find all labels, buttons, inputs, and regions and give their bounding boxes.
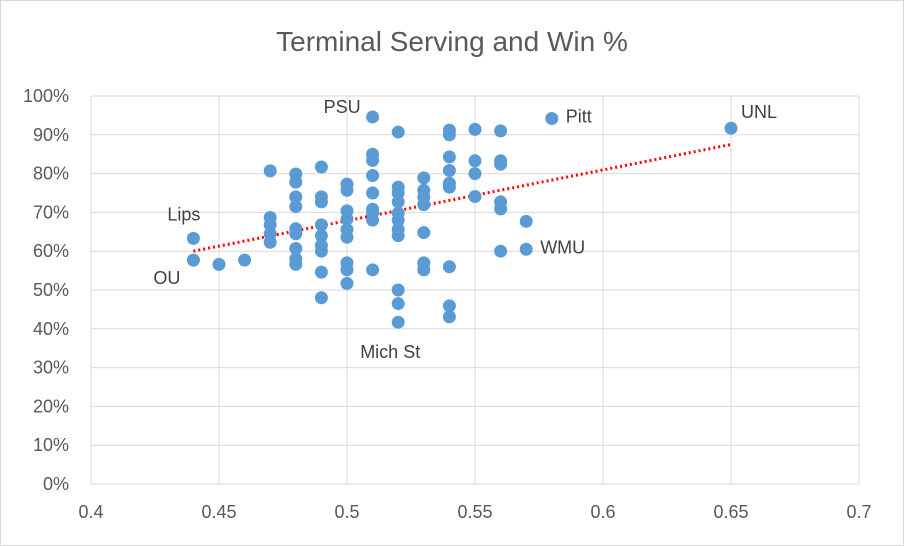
- data-point: [263, 164, 277, 178]
- data-point: [391, 283, 405, 297]
- data-point: [468, 189, 482, 203]
- data-point: [366, 213, 380, 227]
- data-point: [442, 128, 456, 142]
- data-point: [442, 163, 456, 177]
- data-point: [494, 244, 508, 258]
- data-point: [340, 183, 354, 197]
- data-point: [289, 190, 303, 204]
- data-point: [314, 265, 328, 279]
- data-point: [417, 171, 431, 185]
- data-point: [391, 297, 405, 311]
- point-annotation: Mich St: [360, 342, 420, 362]
- data-point: [340, 263, 354, 277]
- data-point: [391, 213, 405, 227]
- data-point: [391, 229, 405, 243]
- data-point: [391, 125, 405, 139]
- data-point: [366, 263, 380, 277]
- data-point: [442, 310, 456, 324]
- data-point: [519, 214, 533, 228]
- gridlines: [90, 95, 860, 485]
- data-point: [314, 195, 328, 209]
- x-tick-label: 0.7: [846, 502, 871, 522]
- data-point: [289, 175, 303, 189]
- y-tick-label: 40%: [33, 319, 69, 339]
- trendline: [193, 143, 732, 253]
- data-point: [494, 157, 508, 171]
- data-point: [289, 227, 303, 241]
- x-tick-label: 0.45: [201, 502, 236, 522]
- point-annotation: Pitt: [566, 107, 592, 127]
- point-annotation: UNL: [741, 102, 777, 122]
- data-point: [263, 218, 277, 232]
- y-tick-label: 100%: [23, 86, 69, 106]
- x-tick-label: 0.55: [457, 502, 492, 522]
- data-point: [366, 153, 380, 167]
- y-tick-label: 20%: [33, 396, 69, 416]
- data-point: [340, 276, 354, 290]
- y-tick-label: 50%: [33, 280, 69, 300]
- trendline-layer: [193, 143, 732, 253]
- data-point: [545, 112, 559, 126]
- data-point: [186, 231, 200, 245]
- data-point: [442, 150, 456, 164]
- data-point: [724, 121, 738, 135]
- point-annotation: PSU: [324, 97, 361, 117]
- x-tick-label: 0.4: [78, 502, 103, 522]
- data-point: [366, 169, 380, 183]
- data-point: [186, 253, 200, 267]
- data-point: [314, 229, 328, 243]
- data-point: [314, 218, 328, 232]
- data-point: [494, 202, 508, 216]
- data-point: [263, 235, 277, 249]
- data-point: [442, 299, 456, 313]
- data-point: [391, 315, 405, 329]
- data-point: [212, 257, 226, 271]
- data-point: [289, 257, 303, 271]
- data-point: [314, 244, 328, 258]
- data-point: [417, 198, 431, 212]
- data-point: [238, 253, 252, 267]
- data-point: [468, 154, 482, 168]
- point-annotation: Lips: [167, 204, 200, 224]
- point-annotation: OU: [153, 268, 180, 288]
- x-tick-label: 0.6: [590, 502, 615, 522]
- data-point: [314, 291, 328, 305]
- y-tick-label: 80%: [33, 164, 69, 184]
- y-tick-label: 70%: [33, 202, 69, 222]
- data-point: [442, 260, 456, 274]
- data-point: [468, 122, 482, 136]
- data-point: [417, 226, 431, 240]
- x-tick-label: 0.65: [713, 502, 748, 522]
- x-tick-label: 0.5: [334, 502, 359, 522]
- point-annotation: WMU: [540, 237, 585, 257]
- y-tick-label: 30%: [33, 358, 69, 378]
- data-point: [366, 110, 380, 124]
- data-points: [186, 110, 738, 329]
- y-tick-label: 90%: [33, 125, 69, 145]
- chart-title: Terminal Serving and Win %: [276, 26, 628, 57]
- data-point: [340, 212, 354, 226]
- data-point: [314, 160, 328, 174]
- data-point: [417, 263, 431, 277]
- y-tick-label: 10%: [33, 435, 69, 455]
- annotations: PSU Pitt UNL Lips OU WMU Mich St: [153, 97, 777, 362]
- data-point: [340, 230, 354, 244]
- data-point: [366, 186, 380, 200]
- data-point: [391, 186, 405, 200]
- data-point: [468, 167, 482, 181]
- data-point: [494, 124, 508, 138]
- data-point: [519, 242, 533, 256]
- data-point: [391, 195, 405, 209]
- y-tick-label: 60%: [33, 241, 69, 261]
- data-point: [289, 241, 303, 255]
- y-tick-label: 0%: [43, 474, 69, 494]
- axes: 0% 10% 20% 30% 40% 50% 60% 70% 80% 90% 100% 0.4 0.45…: [23, 86, 872, 522]
- data-point: [289, 200, 303, 214]
- data-point: [442, 180, 456, 194]
